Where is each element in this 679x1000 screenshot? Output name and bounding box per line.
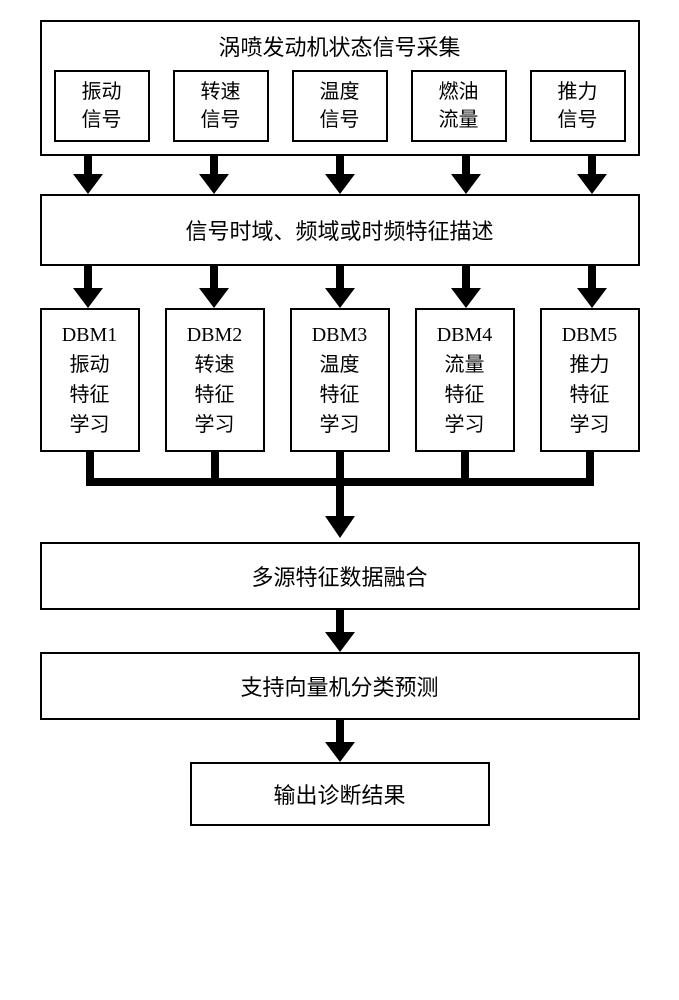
dbm5-box: DBM5 推力 特征 学习	[540, 308, 640, 452]
feature-description-box: 信号时域、频域或时频特征描述	[40, 194, 640, 266]
arrow-icon	[74, 266, 102, 308]
svm-box: 支持向量机分类预测	[40, 652, 640, 720]
signal-vibration: 振动 信号	[54, 70, 150, 142]
signal-acquisition-group: 涡喷发动机状态信号采集 振动 信号 转速 信号 温度 信号 燃油 流量 推力 信…	[40, 20, 640, 156]
dbm-row: DBM1 振动 特征 学习 DBM2 转速 特征 学习 DBM3 温度 特征 学…	[40, 308, 640, 452]
arrow-icon	[452, 266, 480, 308]
merge-connector-icon	[40, 452, 640, 542]
arrow-icon	[200, 266, 228, 308]
arrow-svm-to-output	[325, 720, 355, 762]
arrow-icon	[74, 156, 102, 194]
signal-fuel-flow: 燃油 流量	[411, 70, 507, 142]
arrow-icon	[326, 266, 354, 308]
arrows-signals-to-feature	[40, 156, 640, 194]
arrow-fusion-to-svm	[325, 610, 355, 652]
dbm1-box: DBM1 振动 特征 学习	[40, 308, 140, 452]
output-box: 输出诊断结果	[190, 762, 490, 826]
signal-row: 振动 信号 转速 信号 温度 信号 燃油 流量 推力 信号	[54, 70, 626, 142]
signal-acquisition-title: 涡喷发动机状态信号采集	[54, 30, 626, 62]
dbm4-box: DBM4 流量 特征 学习	[415, 308, 515, 452]
flowchart-root: 涡喷发动机状态信号采集 振动 信号 转速 信号 温度 信号 燃油 流量 推力 信…	[20, 20, 659, 826]
dbm2-box: DBM2 转速 特征 学习	[165, 308, 265, 452]
arrow-icon	[326, 156, 354, 194]
arrow-icon	[452, 156, 480, 194]
arrow-icon	[578, 266, 606, 308]
dbm3-box: DBM3 温度 特征 学习	[290, 308, 390, 452]
signal-temperature: 温度 信号	[292, 70, 388, 142]
signal-speed: 转速 信号	[173, 70, 269, 142]
fusion-box: 多源特征数据融合	[40, 542, 640, 610]
signal-thrust: 推力 信号	[530, 70, 626, 142]
arrow-icon	[200, 156, 228, 194]
arrows-feature-to-dbm	[40, 266, 640, 308]
arrow-icon	[578, 156, 606, 194]
